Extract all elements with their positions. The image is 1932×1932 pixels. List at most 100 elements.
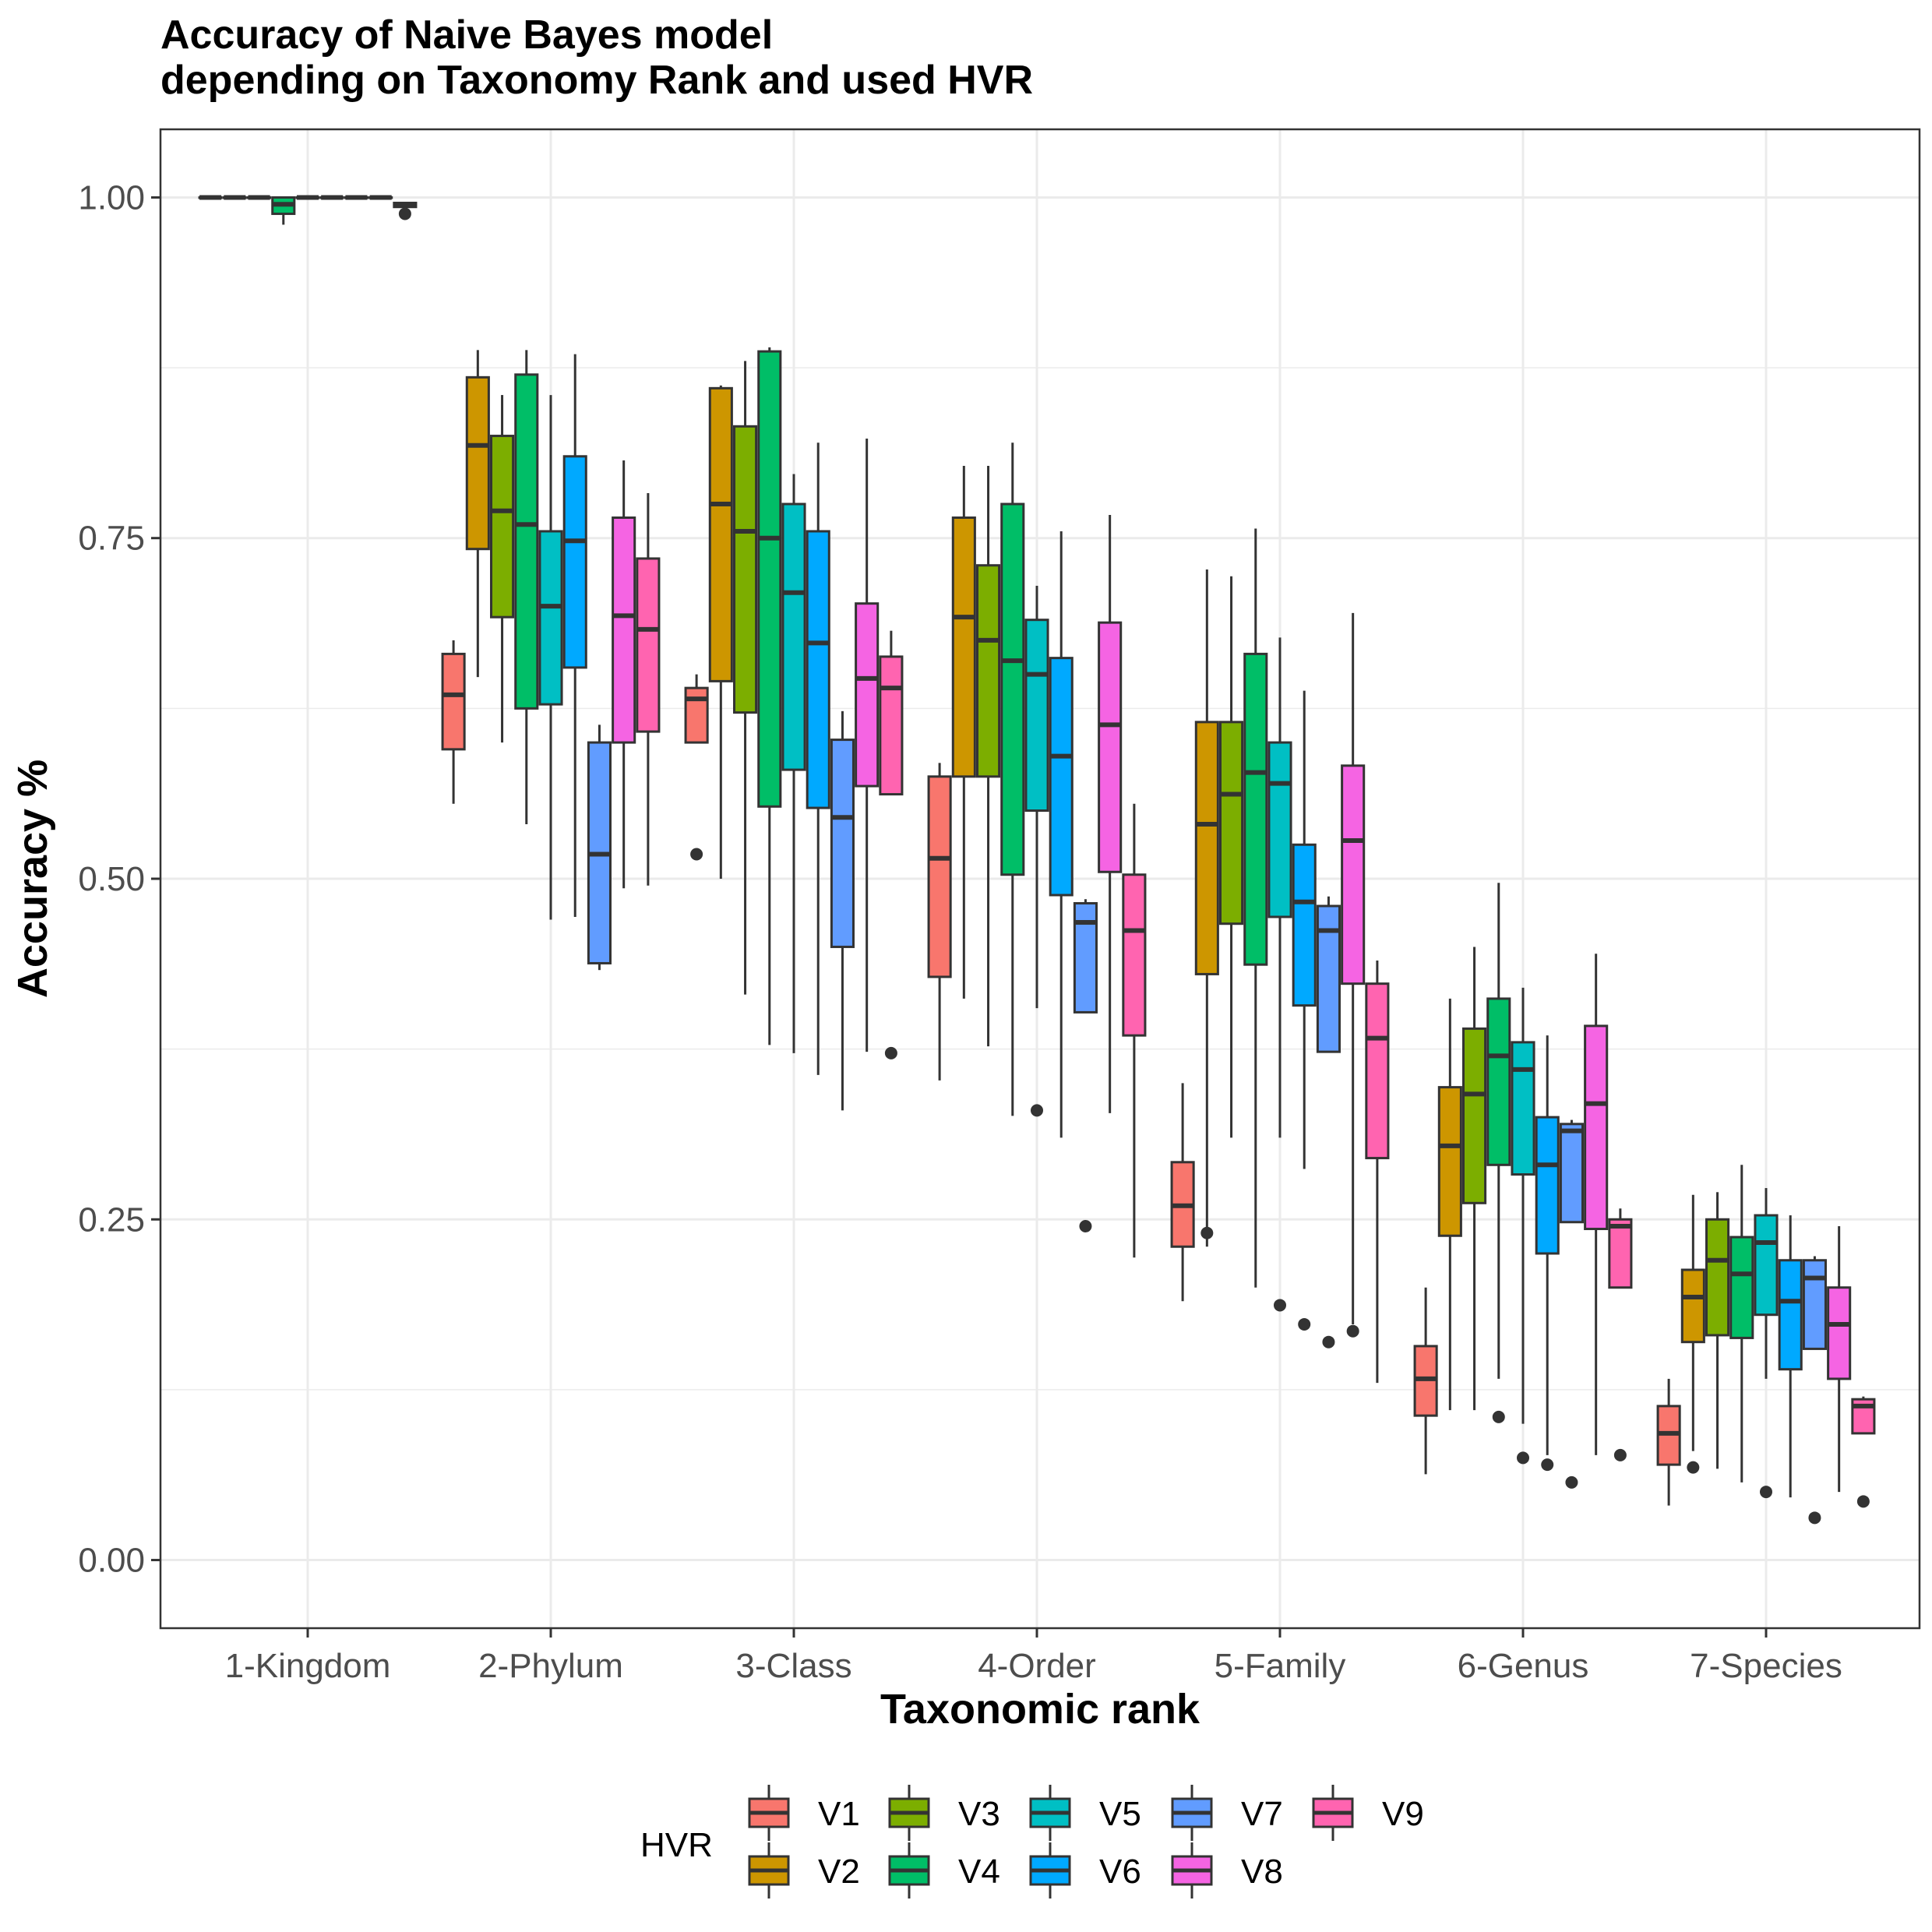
box-v3-5 xyxy=(1462,947,1487,1411)
box-v1-5 xyxy=(1413,1287,1438,1475)
y-axis-title: Accuracy % xyxy=(9,760,56,998)
box-body xyxy=(1535,1116,1560,1255)
box-body xyxy=(1802,1259,1827,1350)
box-v8-3 xyxy=(1098,514,1123,1113)
box-v2-6 xyxy=(1680,1194,1705,1474)
box-body xyxy=(1729,1236,1754,1339)
box-v2-4 xyxy=(1194,569,1219,1247)
box-v1-4 xyxy=(1170,1083,1195,1302)
box-v7-1 xyxy=(587,724,612,971)
box-v7-2 xyxy=(830,710,855,1111)
series-v4 xyxy=(271,196,1754,1482)
box-body xyxy=(1437,1086,1462,1237)
outlier-point xyxy=(1856,1495,1870,1508)
box-body xyxy=(1754,1214,1779,1317)
legend-key xyxy=(1171,1842,1213,1899)
legend-key xyxy=(1312,1785,1354,1841)
box-body xyxy=(562,455,587,669)
box-body xyxy=(1559,1123,1584,1224)
box-body xyxy=(538,530,563,706)
outlier-point xyxy=(1760,1486,1772,1499)
box-v8-4 xyxy=(1341,612,1366,1338)
legend-item-v9: V9 xyxy=(1312,1785,1424,1841)
outlier-point xyxy=(1517,1451,1529,1465)
box-v2-0 xyxy=(222,195,247,200)
x-tick-label: 4-Order xyxy=(978,1647,1096,1685)
box-body xyxy=(708,386,733,682)
x-tick-label: 1-Kingdom xyxy=(225,1647,391,1685)
box-body xyxy=(1584,1024,1609,1231)
outlier-point xyxy=(1322,1335,1335,1349)
box-v5-4 xyxy=(1267,637,1292,1312)
box-v2-5 xyxy=(1437,998,1462,1411)
legend-label: V9 xyxy=(1382,1795,1424,1833)
box-v9-4 xyxy=(1365,960,1390,1384)
box-v2-3 xyxy=(951,466,976,999)
box-body xyxy=(1486,997,1511,1166)
box-body xyxy=(612,516,636,744)
box-v8-5 xyxy=(1584,954,1609,1455)
box-v3-2 xyxy=(733,361,758,995)
series-v1 xyxy=(198,195,1681,1506)
box-body xyxy=(951,516,976,778)
box-v9-6 xyxy=(1851,1396,1876,1508)
box-body xyxy=(781,502,806,771)
outlier-point xyxy=(884,1046,897,1059)
box-body xyxy=(806,530,830,809)
box-body xyxy=(1341,764,1366,985)
box-v9-0 xyxy=(393,201,418,220)
box-v7-0 xyxy=(344,195,368,200)
legend-label: V5 xyxy=(1099,1795,1141,1833)
box-v6-2 xyxy=(806,442,830,1075)
box-v5-3 xyxy=(1024,585,1049,1117)
box-body xyxy=(1462,1027,1487,1204)
outlier-point xyxy=(1079,1220,1092,1233)
series-v6 xyxy=(319,195,1803,1498)
legend-item-v6: V6 xyxy=(1029,1842,1141,1899)
series-v8 xyxy=(368,195,1852,1493)
outlier-point xyxy=(1687,1461,1700,1474)
x-tick-label: 7-Species xyxy=(1690,1647,1842,1685)
x-tick-label: 3-Class xyxy=(735,1647,851,1685)
x-tick-label: 2-Phylum xyxy=(478,1647,623,1685)
chart-title-line: depending on Taxonomy Rank and used HVR xyxy=(160,58,1033,103)
box-v2-1 xyxy=(465,350,490,678)
legend-label: V7 xyxy=(1241,1795,1283,1833)
outlier-point xyxy=(1346,1324,1359,1338)
legend-key xyxy=(1171,1785,1213,1841)
box-body xyxy=(1365,982,1390,1160)
box-v1-6 xyxy=(1656,1378,1681,1506)
box-v4-5 xyxy=(1486,883,1511,1423)
y-axis: 0.00 0.25 0.50 0.75 1.00 xyxy=(78,178,160,1580)
legend-label: V8 xyxy=(1241,1853,1283,1891)
outlier-point xyxy=(1200,1226,1214,1239)
box-v8-6 xyxy=(1827,1226,1852,1493)
box-body xyxy=(1000,502,1025,876)
legend-item-v8: V8 xyxy=(1171,1842,1283,1899)
legend-key xyxy=(1029,1785,1071,1841)
box-body xyxy=(733,425,758,714)
box-body xyxy=(465,375,490,551)
box-v6-4 xyxy=(1292,690,1317,1331)
box-v7-3 xyxy=(1073,899,1098,1233)
chart-title-line: Accuracy of Naive Bayes model xyxy=(160,12,773,58)
box-body xyxy=(927,775,952,978)
series-v5 xyxy=(295,195,1779,1499)
box-v9-3 xyxy=(1122,803,1147,1258)
box-body xyxy=(1073,901,1098,1014)
box-v3-4 xyxy=(1219,576,1244,1138)
legend-key xyxy=(888,1785,930,1841)
legend-key xyxy=(748,1842,790,1899)
box-body xyxy=(1194,721,1219,975)
box-v6-5 xyxy=(1535,1035,1560,1472)
outlier-point xyxy=(1492,1410,1505,1423)
box-v3-0 xyxy=(247,195,272,200)
box-v8-2 xyxy=(855,439,880,1052)
outlier-point xyxy=(1031,1104,1043,1117)
box-v8-1 xyxy=(612,460,636,889)
legend-key xyxy=(888,1842,930,1899)
x-axis: 1-Kingdom 2-Phylum 3-Class 4-Order 5-Family 6… xyxy=(225,1628,1842,1685)
box-v5-6 xyxy=(1754,1188,1779,1499)
box-v5-0 xyxy=(295,195,320,200)
